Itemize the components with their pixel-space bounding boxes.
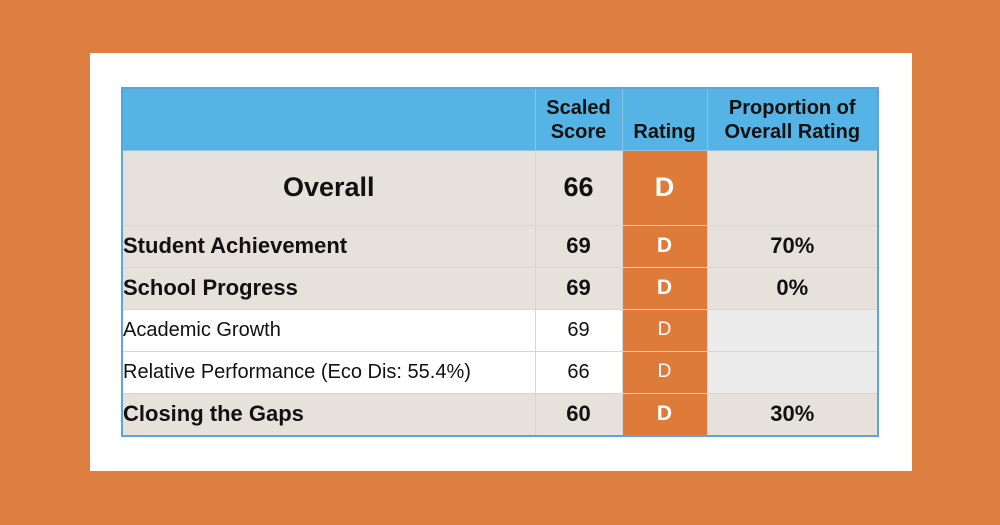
row-proportion: [706, 350, 879, 394]
row-name: Student Achievement: [121, 224, 536, 268]
row-proportion: [706, 149, 879, 226]
row-proportion: [706, 308, 879, 352]
row-name: Closing the Gaps: [121, 392, 536, 436]
row-rating-badge: D: [621, 266, 708, 310]
row-academic-growth: Academic Growth 69 D: [121, 308, 879, 352]
row-score: 69: [534, 266, 623, 310]
row-score: 66: [534, 350, 623, 394]
header-rating: Rating: [621, 87, 708, 151]
header-row: Scaled Score Rating Proportion of Overal…: [121, 87, 879, 151]
row-school-progress: School Progress 69 D 0%: [121, 266, 879, 310]
row-proportion: 30%: [706, 392, 879, 436]
row-score: 69: [534, 224, 623, 268]
row-proportion: 70%: [706, 224, 879, 268]
row-student-achievement: Student Achievement 69 D 70%: [121, 224, 879, 268]
header-category: [121, 87, 536, 151]
row-name: School Progress: [121, 266, 536, 310]
accountability-rating-table: Scaled Score Rating Proportion of Overal…: [121, 87, 879, 437]
row-rating-badge: D: [621, 224, 708, 268]
row-name: Relative Performance (Eco Dis: 55.4%): [121, 350, 536, 394]
header-scaled-score: Scaled Score: [534, 87, 623, 151]
row-name: Academic Growth: [121, 308, 536, 352]
row-rating-badge: D: [621, 392, 708, 436]
row-overall: Overall 66 D: [121, 149, 879, 226]
row-rating-badge: D: [621, 308, 708, 352]
row-relative-performance: Relative Performance (Eco Dis: 55.4%) 66…: [121, 350, 879, 394]
row-name: Overall: [121, 149, 536, 226]
row-rating-badge: D: [621, 149, 708, 226]
row-score: 60: [534, 392, 623, 436]
row-score: 66: [534, 149, 623, 226]
rating-card: Scaled Score Rating Proportion of Overal…: [90, 53, 912, 471]
row-rating-badge: D: [621, 350, 708, 394]
row-closing-the-gaps: Closing the Gaps 60 D 30%: [121, 392, 879, 436]
row-proportion: 0%: [706, 266, 879, 310]
row-score: 69: [534, 308, 623, 352]
header-proportion: Proportion of Overall Rating: [706, 87, 879, 151]
